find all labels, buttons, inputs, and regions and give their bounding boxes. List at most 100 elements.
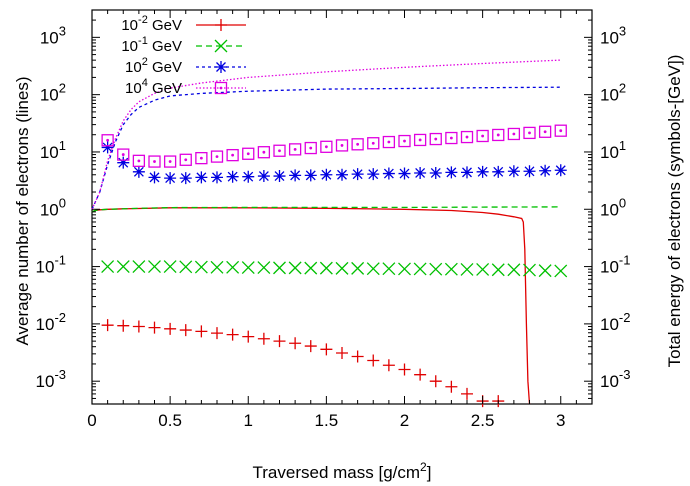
marker-square (554, 124, 567, 137)
data-point (210, 260, 224, 274)
y-tick-label-left: 100 (40, 195, 66, 219)
marker-square (304, 141, 317, 155)
data-point (101, 319, 114, 332)
data-point (523, 263, 536, 277)
data-point (194, 260, 208, 274)
data-point (445, 131, 458, 145)
data-point (554, 124, 567, 137)
marker-center-dot (324, 145, 328, 149)
data-point (335, 139, 349, 152)
marker-center-dot (512, 132, 516, 136)
data-point (148, 171, 161, 184)
data-point (195, 325, 208, 338)
y-tick-label-left: 101 (40, 138, 66, 162)
data-point (320, 343, 333, 356)
y-tick-label-right: 101 (600, 138, 626, 162)
data-point (288, 143, 302, 156)
data-point (195, 171, 208, 184)
y-axis-title-left: Average number of electrons (lines) (13, 77, 32, 346)
data-point (429, 166, 442, 179)
marker-square (445, 131, 458, 145)
data-point (132, 165, 145, 178)
marker-center-dot (356, 142, 360, 146)
marker-center-dot (403, 139, 406, 143)
marker-center-dot (184, 158, 188, 162)
data-point (429, 262, 443, 276)
data-point (538, 125, 552, 138)
data-point (492, 128, 505, 142)
marker-center-dot (262, 150, 266, 154)
data-point (257, 146, 271, 159)
data-point (273, 261, 286, 275)
data-point (523, 165, 536, 178)
marker-center-dot (465, 135, 469, 139)
marker-center-dot (528, 131, 531, 135)
marker-center-dot (481, 134, 485, 138)
data-point (538, 264, 552, 278)
data-point (132, 260, 146, 274)
data-point (101, 141, 114, 154)
x-axis-title: Traversed mass [g/cm2] (253, 460, 432, 482)
data-point (554, 164, 567, 177)
marker-center-dot (309, 146, 313, 150)
data-point (211, 327, 223, 340)
data-point (351, 138, 364, 151)
marker-square (476, 129, 489, 143)
data-point (367, 137, 380, 150)
y-tick-label-left: 10-3 (36, 367, 66, 391)
legend-entry-label: 10-2 GeV (121, 14, 182, 34)
data-point (366, 262, 380, 276)
data-point (164, 172, 177, 185)
data-point (507, 165, 520, 178)
marker-center-dot (387, 140, 391, 144)
marker-square (257, 146, 271, 159)
marker-center-dot (121, 153, 125, 156)
marker-square (273, 144, 286, 157)
data-point (257, 170, 270, 183)
marker-center-dot (371, 141, 375, 145)
data-point (319, 261, 333, 275)
data-point (507, 127, 521, 141)
marker-square (210, 150, 224, 163)
data-point (179, 324, 192, 337)
data-point (226, 170, 239, 183)
series-layer (91, 59, 568, 408)
data-point (398, 167, 411, 180)
data-point (226, 148, 239, 162)
data-point (304, 261, 318, 275)
marker-square (382, 135, 396, 149)
y-tick-label-left: 102 (40, 81, 66, 105)
y-tick-label-left: 103 (40, 23, 66, 47)
series-line (91, 206, 561, 213)
data-point (367, 168, 380, 181)
data-point (289, 337, 302, 350)
data-point (539, 164, 552, 177)
series-line (91, 59, 561, 210)
marker-square (460, 130, 474, 144)
data-point (351, 168, 364, 181)
marker-center-dot (219, 86, 223, 90)
data-point (241, 261, 255, 275)
data-point (460, 263, 474, 276)
data-point (491, 263, 505, 277)
data-point (117, 156, 130, 169)
marker-square (351, 138, 364, 151)
data-point (132, 320, 145, 333)
data-point (492, 165, 505, 178)
marker-square (148, 155, 161, 168)
data-point (523, 126, 536, 140)
data-point (336, 347, 348, 360)
marker-center-dot (137, 159, 141, 163)
marker-square (413, 133, 427, 147)
data-point (148, 321, 161, 334)
marker-square (288, 143, 302, 156)
data-point (398, 363, 411, 376)
data-point (398, 134, 411, 148)
marker-square (226, 148, 239, 162)
y-tick-label-right: 10-1 (600, 253, 630, 277)
data-point (351, 350, 364, 363)
data-point (117, 148, 130, 161)
data-point (179, 172, 192, 185)
data-point (461, 387, 473, 400)
